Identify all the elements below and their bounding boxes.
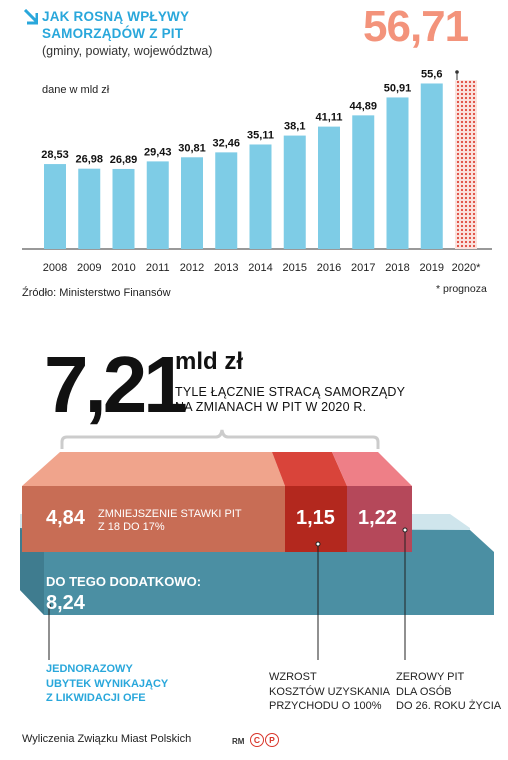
segment-value-2: 1,15: [296, 507, 335, 529]
seg1-front: [22, 486, 285, 552]
bar-2018: [386, 97, 409, 249]
note-koszty: WZROST KOSZTÓW UZYSKANIA PRZYCHODU O 100…: [269, 671, 391, 712]
brace: [60, 429, 380, 449]
bar-2009: [78, 168, 101, 249]
bar-2011: [146, 161, 169, 249]
footer-credit: Wyliczenia Związku Miast Polskich: [22, 733, 192, 745]
segment-value-1: 4,84: [46, 507, 85, 529]
note-zerowy: ZEROWY PIT DLA OSÓB DO 26. ROKU ŻYCIA: [396, 671, 502, 712]
tick-label-2019: 2019: [420, 262, 444, 274]
tick-label-2018: 2018: [385, 262, 409, 274]
tick-label-2009: 2009: [77, 262, 101, 274]
extra-value: 8,24: [46, 592, 85, 614]
tick-label-2017: 2017: [351, 262, 375, 274]
tick-label-2020: 2020*: [452, 262, 481, 274]
bar-2020: [455, 80, 477, 249]
tick-label-2014: 2014: [248, 262, 272, 274]
value-label-2018: 50,91: [384, 82, 412, 94]
bar-2010: [112, 168, 135, 249]
bar-2019: [420, 83, 443, 250]
value-label-2013: 32,46: [212, 137, 240, 149]
rm-mark: RM: [232, 737, 245, 746]
title-line-1: JAK ROSNĄ WPŁYWY: [42, 9, 190, 24]
value-label-2012: 30,81: [178, 142, 206, 154]
value-label-2014: 35,11: [247, 129, 274, 141]
value-label-2019: 55,6: [421, 68, 442, 80]
chart-subtitle: (gminy, powiaty, województwa): [42, 44, 213, 58]
segment-value-3: 1,22: [358, 507, 397, 529]
tick-label-2012: 2012: [180, 262, 204, 274]
source-note: Źródło: Ministerstwo Finansów: [22, 287, 171, 299]
seg2-top: [272, 452, 347, 486]
bar-2013: [215, 152, 238, 249]
bar-2015: [283, 135, 306, 249]
arrow-down-right-icon: [23, 9, 38, 25]
forecast-footnote: * prognoza: [436, 283, 487, 295]
loss-desc-line-2: NA ZMIANACH W PIT W 2020 R.: [175, 400, 367, 414]
loss-unit: mld zł: [175, 348, 244, 375]
tick-label-2013: 2013: [214, 262, 238, 274]
seg2-front: [285, 486, 347, 552]
tick-label-2008: 2008: [43, 262, 67, 274]
tick-label-2011: 2011: [146, 262, 170, 274]
chart-title: JAK ROSNĄ WPŁYWY SAMORZĄDÓW Z PIT: [42, 8, 189, 42]
bar-2008: [44, 164, 66, 249]
seg3-top: [332, 452, 412, 486]
value-label-2015: 38,1: [284, 121, 305, 133]
bar-2014: [249, 144, 272, 249]
bar-2017: [352, 115, 375, 249]
value-label-2017: 44,89: [349, 100, 377, 112]
tick-label-2015: 2015: [283, 262, 307, 274]
loss-description: TYLE ŁĄCZNIE STRACĄ SAMORZĄDY NA ZMIANAC…: [175, 385, 405, 415]
loss-diagram: [20, 429, 494, 660]
tick-label-2016: 2016: [317, 262, 341, 274]
note-ofe: JEDNORAZOWY UBYTEK WYNIKAJĄCY Z LIKWIDAC…: [46, 663, 169, 704]
seg1-top: [22, 452, 285, 486]
value-label-2009: 26,98: [75, 154, 103, 166]
forecast-pointer-dot: [455, 70, 459, 74]
value-label-2008: 28,53: [41, 149, 69, 161]
bar-2012: [181, 157, 203, 249]
copyright-c-icon: C: [250, 733, 264, 747]
title-line-2: SAMORZĄDÓW Z PIT: [42, 26, 184, 41]
tick-label-2010: 2010: [111, 262, 135, 274]
loss-total: 7,21: [44, 340, 188, 429]
segment-label-1: ZMNIEJSZENIE STAWKI PIT Z 18 DO 17%: [98, 508, 242, 533]
value-label-2016: 41,11: [316, 112, 343, 124]
extra-title: DO TEGO DODATKOWO:: [46, 574, 202, 589]
copyright-p-icon: P: [265, 733, 279, 747]
seg3-front: [347, 486, 412, 552]
unit-label: dane w mld zł: [42, 84, 110, 96]
value-label-2011: 29,43: [144, 146, 172, 158]
loss-desc-line-1: TYLE ŁĄCZNIE STRACĄ SAMORZĄDY: [175, 385, 406, 399]
value-label-2010: 26,89: [110, 154, 138, 166]
bar-chart: 28,53 2008 26,98 2009 26,89 2010 29,43 2011 30,8…: [22, 68, 492, 274]
highlight-value: 56,71: [363, 2, 469, 51]
bar-2016: [318, 126, 340, 249]
